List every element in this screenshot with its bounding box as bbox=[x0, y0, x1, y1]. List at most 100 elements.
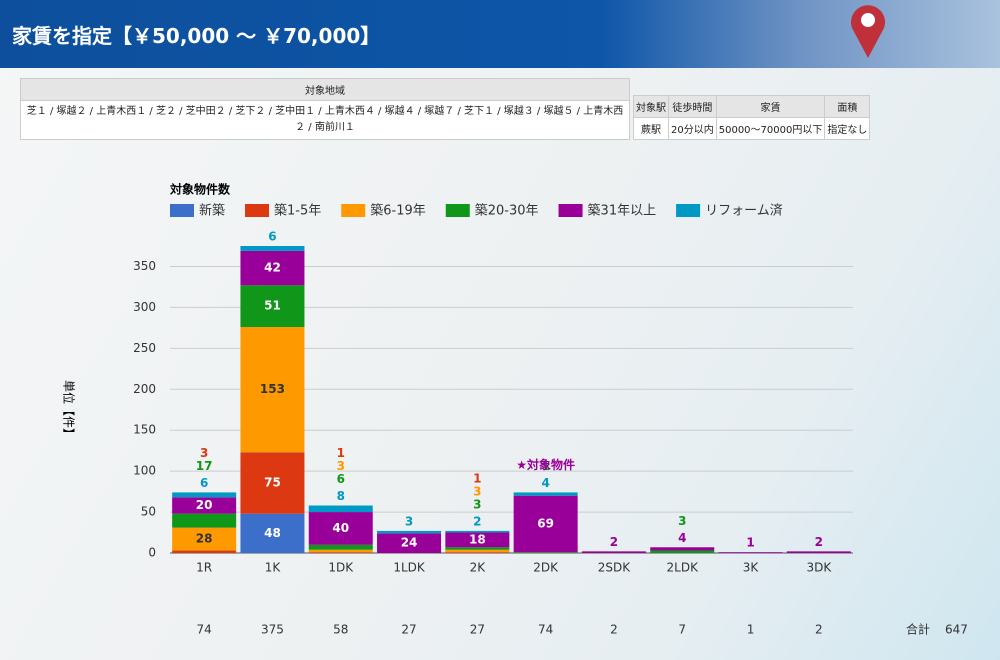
data-label: 20 bbox=[196, 498, 213, 512]
legend-label: 新築 bbox=[199, 203, 225, 219]
legend-label: 築6-19年 bbox=[370, 204, 426, 219]
bar-segment bbox=[377, 533, 442, 553]
total-value: 58 bbox=[333, 623, 348, 637]
bar-segment bbox=[650, 547, 715, 551]
y-tick-label: 0 bbox=[148, 546, 156, 560]
y-tick-label: 50 bbox=[141, 505, 156, 519]
legend-label: リフォーム済 bbox=[705, 203, 783, 219]
x-tick-label: 1K bbox=[265, 561, 282, 575]
x-tick-label: 2SDK bbox=[598, 561, 631, 575]
annotation: ★対象物件 bbox=[516, 457, 575, 472]
y-axis-label: 単位【件】 bbox=[62, 380, 77, 440]
data-label: 48 bbox=[264, 526, 281, 540]
legend-label: 築20-30年 bbox=[475, 204, 539, 219]
x-tick-label: 2K bbox=[470, 561, 487, 575]
bar-segment bbox=[445, 552, 510, 553]
bar-segment bbox=[445, 549, 510, 553]
total-value: 27 bbox=[470, 623, 485, 637]
bar-segment bbox=[308, 505, 373, 513]
bar-segment bbox=[172, 497, 237, 514]
chart-title: 対象物件数 bbox=[169, 182, 231, 197]
data-label: 2 bbox=[815, 535, 823, 549]
total-value: 1 bbox=[747, 623, 755, 637]
x-tick-label: 1LDK bbox=[393, 561, 426, 575]
data-label: 40 bbox=[332, 521, 349, 535]
bar-segment bbox=[240, 285, 305, 328]
legend-swatch bbox=[170, 204, 194, 217]
bar-segment bbox=[308, 512, 373, 545]
bar-segment bbox=[240, 250, 305, 286]
data-label: 2 bbox=[610, 535, 618, 549]
bar-segment bbox=[581, 551, 646, 553]
legend-swatch bbox=[245, 204, 270, 217]
total-value: 74 bbox=[197, 623, 212, 637]
condition-header: 対象駅 bbox=[633, 95, 669, 118]
data-label: 6 bbox=[337, 472, 345, 486]
bar-segment bbox=[377, 530, 442, 534]
bar-segment bbox=[445, 547, 510, 550]
bar-segment bbox=[445, 530, 510, 533]
bar-segment bbox=[513, 495, 578, 553]
bar-segment bbox=[718, 552, 783, 553]
bar-segment bbox=[308, 544, 373, 550]
data-label: 6 bbox=[268, 230, 276, 244]
data-label: 3 bbox=[405, 514, 413, 528]
area-header: 対象地域 bbox=[20, 78, 630, 101]
data-label: 28 bbox=[196, 532, 213, 546]
total-value: 375 bbox=[261, 623, 284, 637]
total-value: 2 bbox=[610, 623, 618, 637]
y-tick-label: 350 bbox=[133, 259, 156, 273]
header-title: 家賃を指定【￥50,000 ～ ￥70,000】 bbox=[12, 24, 381, 48]
condition-value: 蕨駅 bbox=[633, 117, 669, 140]
bar-segment bbox=[172, 550, 237, 553]
data-label: 3 bbox=[200, 446, 208, 460]
area-table: 対象地域 芝１ / 塚越２ / 上青木西１ / 芝２ / 芝中田２ / 芝下２ … bbox=[20, 78, 630, 140]
bar-segment bbox=[240, 452, 305, 514]
legend-swatch bbox=[676, 204, 701, 217]
legend-swatch bbox=[341, 204, 366, 217]
total-value: 27 bbox=[401, 623, 416, 637]
data-label: 8 bbox=[337, 489, 345, 503]
bar-segment bbox=[308, 552, 373, 553]
x-tick-label: 3K bbox=[743, 561, 760, 575]
legend-swatch bbox=[558, 204, 583, 217]
bar-segment bbox=[240, 246, 305, 251]
condition-value: 20分以内 bbox=[668, 117, 717, 140]
data-label: 4 bbox=[678, 531, 686, 545]
total-value: 7 bbox=[678, 623, 686, 637]
bar-segment bbox=[513, 492, 578, 496]
data-label: 3 bbox=[473, 484, 481, 498]
bar-segment bbox=[308, 549, 373, 553]
data-label: 4 bbox=[541, 476, 549, 490]
bar-segment bbox=[172, 527, 237, 551]
condition-table: 対象駅 徒歩時間 家賃 面積 蕨駅 20分以内 50000～70000円以下 指定なし bbox=[633, 95, 871, 140]
data-label: 17 bbox=[196, 459, 213, 473]
bar-segment bbox=[650, 550, 715, 553]
y-tick-label: 150 bbox=[133, 423, 156, 437]
legend-swatch bbox=[445, 204, 470, 217]
total-value: 74 bbox=[538, 623, 553, 637]
y-tick-label: 300 bbox=[133, 300, 156, 314]
data-label: 1 bbox=[473, 471, 481, 485]
data-label: 18 bbox=[469, 532, 486, 546]
bar-segment bbox=[786, 551, 851, 553]
x-tick-label: 2DK bbox=[533, 561, 559, 575]
data-label: 42 bbox=[264, 261, 281, 275]
data-label: 6 bbox=[200, 476, 208, 490]
bar-segment bbox=[445, 532, 510, 548]
y-tick-label: 200 bbox=[133, 382, 156, 396]
header: 家賃を指定【￥50,000 ～ ￥70,000】 bbox=[0, 0, 1000, 68]
data-label: 3 bbox=[337, 459, 345, 473]
data-label: 1 bbox=[746, 536, 754, 550]
condition-header: 面積 bbox=[824, 95, 871, 118]
data-label: 24 bbox=[401, 536, 418, 550]
condition-header: 家賃 bbox=[715, 95, 826, 118]
area-list: 芝１ / 塚越２ / 上青木西１ / 芝２ / 芝中田２ / 芝下２ / 芝中田… bbox=[20, 100, 630, 140]
legend-label: 築31年以上 bbox=[588, 204, 657, 219]
x-tick-label: 2LDK bbox=[667, 561, 700, 575]
data-label: 1 bbox=[541, 459, 549, 473]
pin-icon bbox=[851, 5, 885, 59]
bar-segment bbox=[172, 492, 237, 498]
bar-segment bbox=[513, 552, 578, 553]
